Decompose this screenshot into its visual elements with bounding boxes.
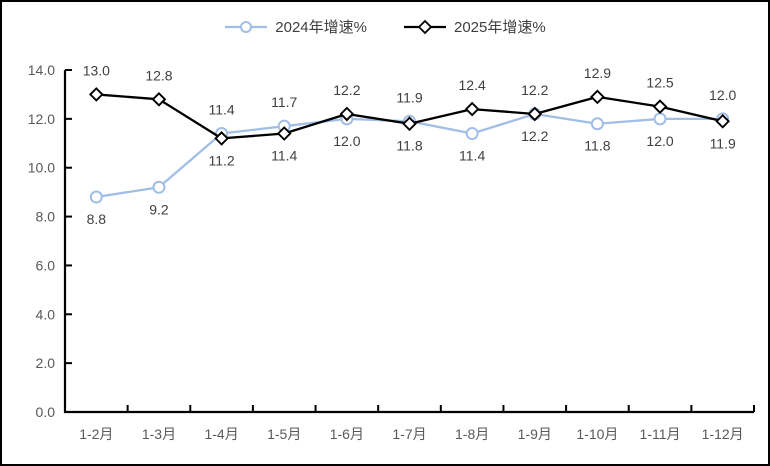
data-marker-diamond bbox=[88, 87, 104, 102]
data-marker-circle bbox=[653, 112, 667, 126]
data-label: 12.9 bbox=[584, 65, 611, 81]
data-marker-diamond bbox=[527, 106, 543, 122]
data-marker-diamond bbox=[276, 126, 292, 141]
y-axis-tick-label: 6.0 bbox=[36, 257, 56, 273]
legend-2024-circle-icon bbox=[225, 20, 268, 33]
y-axis-tick-label: 4.0 bbox=[36, 306, 56, 322]
data-label: 9.2 bbox=[149, 201, 169, 217]
x-axis-tick-label: 1-4月 bbox=[204, 426, 238, 442]
data-label: 12.8 bbox=[145, 67, 172, 83]
x-axis-tick-label: 1-3月 bbox=[142, 426, 176, 442]
y-axis-tick-label: 8.0 bbox=[36, 209, 56, 225]
data-label: 11.4 bbox=[459, 148, 485, 164]
data-marker-diamond bbox=[464, 101, 480, 117]
y-axis-tick-label: 2.0 bbox=[36, 355, 56, 371]
data-label: 12.2 bbox=[521, 128, 548, 144]
data-label: 12.5 bbox=[646, 75, 673, 91]
data-label: 12.0 bbox=[333, 133, 360, 149]
y-axis-tick-label: 14.0 bbox=[28, 62, 55, 78]
data-label: 12.2 bbox=[333, 82, 360, 98]
data-label: 11.7 bbox=[271, 94, 297, 110]
data-marker-circle bbox=[590, 117, 604, 131]
data-marker-diamond bbox=[339, 106, 355, 122]
legend-2025-diamond-icon bbox=[404, 19, 446, 34]
x-axis-tick-label: 1-12月 bbox=[702, 426, 744, 442]
x-axis-tick-label: 1-7月 bbox=[392, 426, 426, 442]
data-marker-circle bbox=[465, 127, 479, 141]
data-marker-diamond bbox=[590, 89, 605, 105]
data-label: 12.0 bbox=[709, 87, 736, 103]
data-label: 8.8 bbox=[87, 211, 107, 227]
data-marker-diamond bbox=[715, 113, 731, 129]
legend-item-2025: 2025年增速% bbox=[403, 16, 546, 37]
data-label: 12.0 bbox=[646, 133, 673, 149]
x-axis-tick-label: 1-10月 bbox=[576, 426, 618, 442]
y-axis-tick-label: 12.0 bbox=[28, 111, 55, 127]
y-axis-tick-label: 10.0 bbox=[28, 160, 55, 176]
data-label: 11.4 bbox=[271, 148, 297, 164]
data-label: 12.2 bbox=[521, 82, 548, 98]
data-label: 11.4 bbox=[208, 102, 234, 118]
data-marker-diamond bbox=[214, 131, 229, 146]
data-label: 13.0 bbox=[83, 62, 110, 78]
x-axis-tick-label: 1-6月 bbox=[330, 426, 364, 442]
x-axis-tick-label: 1-2月 bbox=[79, 426, 113, 442]
data-marker-diamond bbox=[151, 91, 167, 107]
data-label: 11.9 bbox=[396, 89, 422, 105]
x-axis-tick-label: 1-9月 bbox=[518, 426, 552, 442]
x-axis-tick-label: 1-5月 bbox=[267, 426, 301, 442]
x-axis-tick-label: 1-8月 bbox=[455, 426, 489, 442]
data-marker-diamond bbox=[402, 116, 417, 132]
legend-item-2024: 2024年增速% bbox=[224, 16, 367, 37]
data-label: 11.2 bbox=[208, 152, 234, 168]
data-marker-circle bbox=[89, 190, 103, 204]
y-axis-tick-label: 0.0 bbox=[36, 404, 56, 420]
data-label: 11.8 bbox=[584, 138, 610, 154]
legend-label-2024: 2024年增速% bbox=[275, 19, 367, 36]
data-marker-circle bbox=[152, 180, 166, 194]
data-label: 12.4 bbox=[459, 77, 486, 93]
data-marker-diamond bbox=[652, 99, 668, 114]
chart-legend: 2024年增速% 2025年增速% bbox=[2, 16, 768, 37]
data-label: 11.8 bbox=[396, 138, 422, 154]
data-label: 11.9 bbox=[710, 135, 736, 151]
legend-label-2025: 2025年增速% bbox=[454, 19, 546, 36]
x-axis-tick-label: 1-11月 bbox=[640, 426, 681, 442]
